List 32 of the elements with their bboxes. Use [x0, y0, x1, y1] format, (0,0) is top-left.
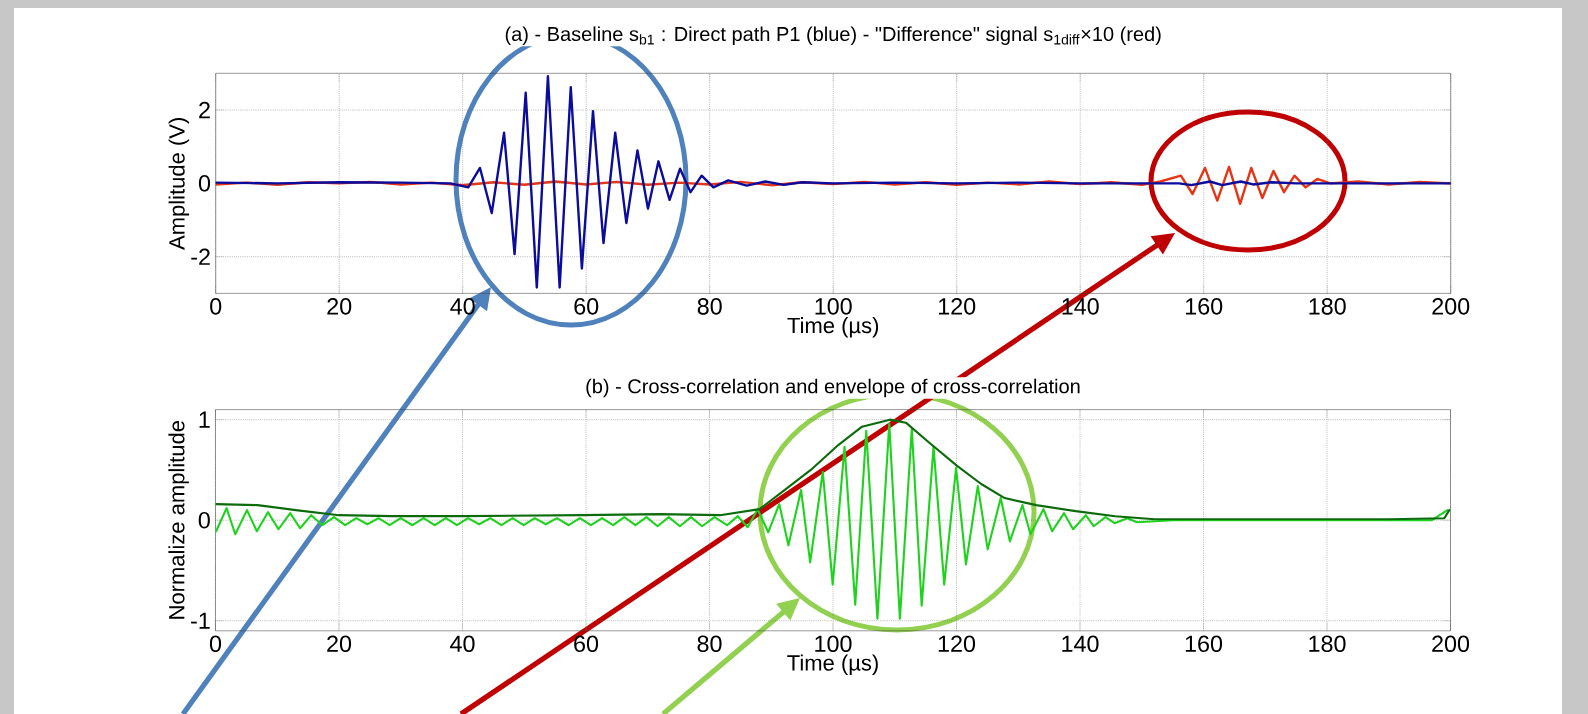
chart-title: (b) - Cross-correlation and envelope of cross-correlation — [586, 378, 1080, 398]
chart-title: (a) - Baseline s$_{b1}$ : Direct path P1 (blue) - "Difference" signal s$_{1diff}$×10 (red) — [505, 26, 1161, 46]
x-tick-label: 180 — [1309, 635, 1346, 653]
x-tick-label: 100 — [815, 298, 852, 315]
x-tick-label: 120 — [938, 635, 976, 653]
x-tick-label: 100 — [815, 635, 852, 653]
y-tick-label: 1 — [199, 411, 210, 428]
x-tick-label: 40 — [450, 298, 475, 315]
x-tick-label: 20 — [327, 298, 352, 315]
x-tick-label: 20 — [327, 635, 352, 653]
x-tick-label: 60 — [574, 298, 599, 315]
y-tick-label: 2 — [199, 101, 210, 119]
x-tick-label: 160 — [1185, 635, 1223, 653]
x-tick-label: 200 — [1432, 298, 1470, 315]
x-tick-label: 60 — [574, 635, 599, 653]
y-tick-label: -2 — [191, 248, 210, 265]
x-tick-label: 80 — [697, 635, 722, 653]
x-tick-label: 0 — [210, 298, 222, 315]
y-tick-label: 0 — [198, 175, 211, 192]
x-axis-title: Time (µs) — [787, 654, 878, 676]
y-tick-label: 0 — [198, 511, 210, 529]
x-tick-label: 80 — [697, 298, 722, 315]
y-axis-title: Normalize amplitude — [168, 420, 189, 619]
x-axis-title: Time (µs) — [787, 317, 879, 338]
x-tick-label: 160 — [1186, 298, 1223, 315]
y-axis-title: Amplitude (V) — [168, 118, 190, 250]
x-tick-label: 120 — [939, 298, 976, 315]
y-tick-label: -1 — [191, 612, 210, 629]
x-tick-label: 180 — [1309, 298, 1346, 315]
x-tick-label: 40 — [450, 635, 475, 653]
x-tick-label: 140 — [1062, 635, 1099, 653]
x-tick-label: 200 — [1432, 635, 1470, 653]
